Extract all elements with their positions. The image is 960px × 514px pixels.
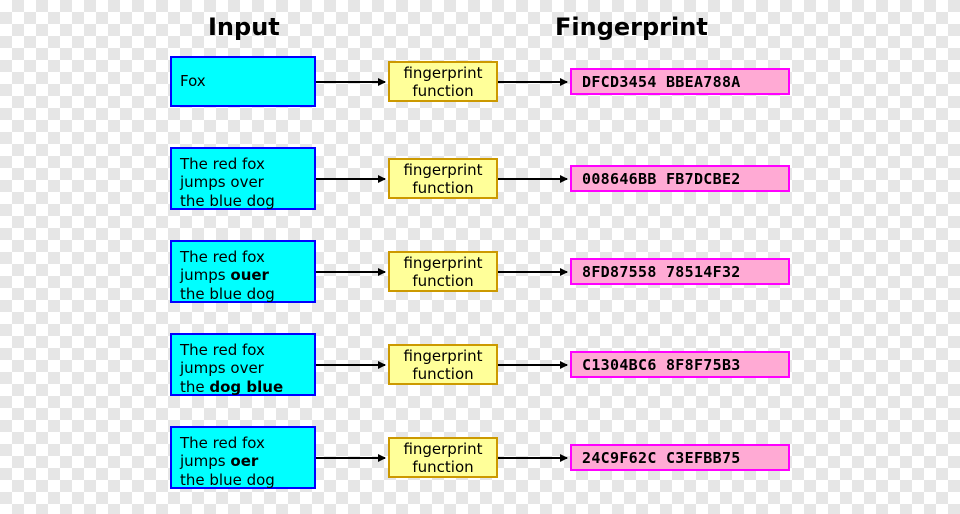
- input-text: The red foxjumps oerthe blue dog: [180, 434, 275, 489]
- arrow: [314, 264, 395, 280]
- input-text: The red foxjumps overthe dog blue: [180, 341, 283, 396]
- function-box: fingerprintfunction: [388, 344, 498, 385]
- arrow: [496, 74, 577, 90]
- header-fingerprint: Fingerprint: [555, 13, 708, 41]
- function-box: fingerprintfunction: [388, 437, 498, 478]
- hash-box: DFCD3454 BBEA788A: [570, 68, 790, 95]
- function-box: fingerprintfunction: [388, 61, 498, 102]
- hash-box: 8FD87558 78514F32: [570, 258, 790, 285]
- hash-box: C1304BC6 8F8F75B3: [570, 351, 790, 378]
- input-box: The red foxjumps ouerthe blue dog: [170, 240, 316, 303]
- hash-value: DFCD3454 BBEA788A: [582, 73, 741, 91]
- arrow: [314, 357, 395, 373]
- input-text: Fox: [180, 72, 206, 90]
- hash-box: 008646BB FB7DCBE2: [570, 165, 790, 192]
- arrow: [496, 171, 577, 187]
- hash-value: C1304BC6 8F8F75B3: [582, 356, 741, 374]
- hash-box: 24C9F62C C3EFBB75: [570, 444, 790, 471]
- arrow: [496, 264, 577, 280]
- header-input: Input: [208, 13, 280, 41]
- diagram-canvas: Input Fingerprint Fox fingerprintfunction…: [0, 0, 960, 514]
- input-box: Fox: [170, 56, 316, 107]
- arrow: [496, 450, 577, 466]
- function-label: fingerprintfunction: [403, 347, 482, 383]
- function-label: fingerprintfunction: [403, 254, 482, 290]
- input-box: The red foxjumps oerthe blue dog: [170, 426, 316, 489]
- function-box: fingerprintfunction: [388, 158, 498, 199]
- hash-value: 008646BB FB7DCBE2: [582, 170, 741, 188]
- input-text: The red foxjumps ouerthe blue dog: [180, 248, 275, 303]
- input-text: The red foxjumps overthe blue dog: [180, 155, 275, 210]
- arrow: [496, 357, 577, 373]
- input-box: The red foxjumps overthe dog blue: [170, 333, 316, 396]
- hash-value: 8FD87558 78514F32: [582, 263, 741, 281]
- arrow: [314, 74, 395, 90]
- hash-value: 24C9F62C C3EFBB75: [582, 449, 741, 467]
- input-box: The red foxjumps overthe blue dog: [170, 147, 316, 210]
- function-label: fingerprintfunction: [403, 64, 482, 100]
- arrow: [314, 450, 395, 466]
- arrow: [314, 171, 395, 187]
- function-box: fingerprintfunction: [388, 251, 498, 292]
- function-label: fingerprintfunction: [403, 440, 482, 476]
- function-label: fingerprintfunction: [403, 161, 482, 197]
